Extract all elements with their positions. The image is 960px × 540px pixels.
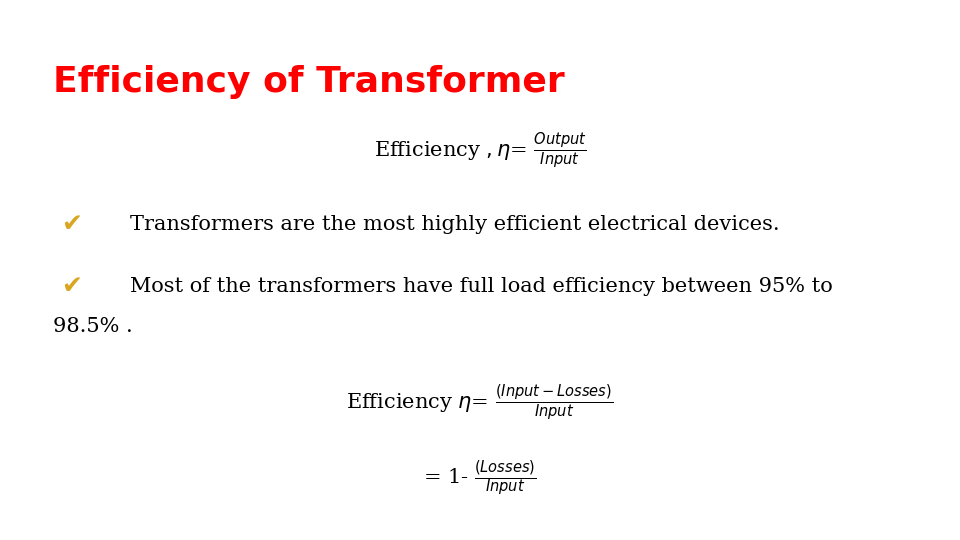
Text: Efficiency of Transformer: Efficiency of Transformer	[53, 65, 564, 99]
Text: ✔: ✔	[61, 212, 83, 236]
Text: Efficiency $,\eta$= $\frac{\mathit{Output}}{\mathit{Input}}$: Efficiency $,\eta$= $\frac{\mathit{Outpu…	[373, 131, 587, 172]
Text: Transformers are the most highly efficient electrical devices.: Transformers are the most highly efficie…	[130, 214, 780, 234]
Text: Efficiency $\eta$= $\frac{\mathit{(Input-Losses)}}{\mathit{Input}}$: Efficiency $\eta$= $\frac{\mathit{(Input…	[347, 382, 613, 423]
Text: = 1- $\frac{\mathit{(Losses)}}{\mathit{Input}}$: = 1- $\frac{\mathit{(Losses)}}{\mathit{I…	[423, 458, 537, 498]
Text: 98.5% .: 98.5% .	[53, 317, 132, 336]
Text: ✔: ✔	[61, 274, 83, 298]
Text: Most of the transformers have full load efficiency between 95% to: Most of the transformers have full load …	[130, 276, 832, 296]
